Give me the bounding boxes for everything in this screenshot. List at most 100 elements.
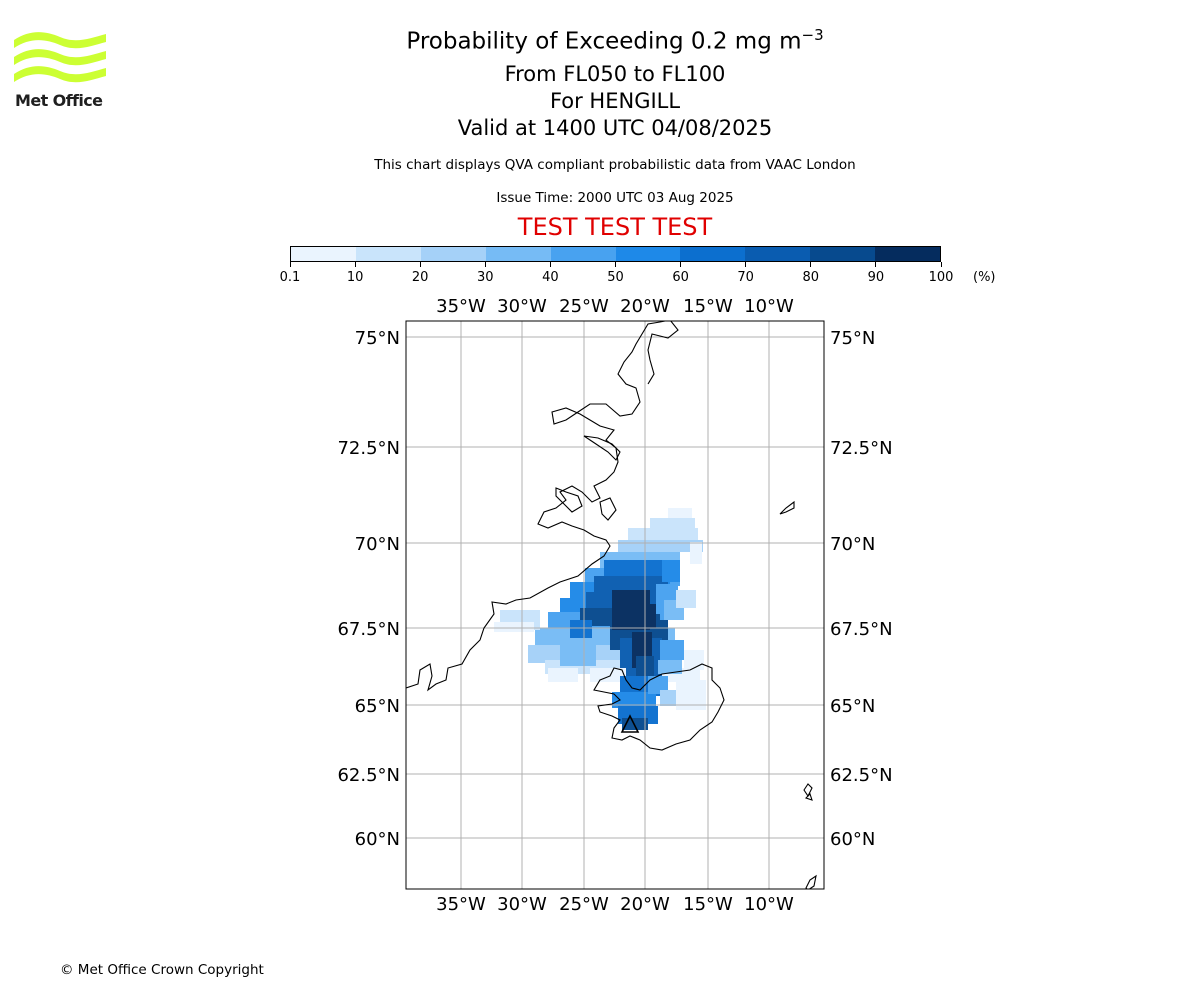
longitude-label-bottom: 15°W — [683, 894, 733, 915]
probability-cell — [604, 560, 672, 580]
volcano-name: For HENGILL — [549, 89, 681, 113]
probability-cell — [570, 620, 592, 638]
probability-cell — [494, 622, 534, 632]
test-banner: TEST TEST TEST — [517, 213, 713, 241]
colorbar-tick — [810, 262, 812, 267]
probability-cell — [684, 650, 704, 670]
longitude-label-bottom: 20°W — [620, 894, 670, 915]
coastline — [779, 500, 795, 515]
latitude-label-right: 72.5°N — [830, 438, 893, 459]
colorbar-tick-label: 80 — [802, 270, 820, 285]
probability-cell — [662, 560, 680, 582]
coastline — [555, 487, 583, 513]
colorbar-segment-8 — [810, 247, 876, 261]
longitude-label-bottom: 35°W — [436, 894, 486, 915]
chart-title: Probability of Exceeding 0.2 mg m−3 — [406, 26, 824, 55]
colorbar-segment-5 — [615, 247, 681, 261]
probability-cell — [668, 508, 692, 518]
volcano-triangle-icon — [620, 714, 640, 733]
colorbar-tick — [615, 262, 616, 267]
probability-cell — [658, 660, 682, 674]
probability-cell — [612, 692, 656, 708]
probability-cell — [660, 640, 684, 660]
latitude-label-left: 67.5°N — [337, 619, 400, 640]
copyright-notice: © Met Office Crown Copyright — [60, 962, 264, 978]
map-plot-area — [406, 321, 824, 889]
longitude-label-top: 20°W — [620, 296, 670, 317]
colorbar-unit: (%) — [973, 270, 996, 285]
longitude-label-bottom: 25°W — [559, 894, 609, 915]
colorbar-tick-label: 10 — [346, 270, 364, 285]
met-office-waves-icon — [14, 32, 106, 83]
latitude-label-left: 62.5°N — [337, 765, 400, 786]
probability-cell — [628, 528, 698, 540]
latitude-label-right: 70°N — [830, 534, 875, 555]
coastline — [593, 663, 725, 751]
longitude-label-bottom: 10°W — [744, 894, 794, 915]
flight-level-range: From FL050 to FL100 — [504, 62, 726, 86]
latitude-label-right: 65°N — [830, 696, 875, 717]
colorbar-segment-9 — [875, 247, 941, 261]
map-frame — [405, 320, 825, 890]
colorbar-segment-2 — [420, 247, 486, 261]
colorbar-segment-0 — [291, 247, 356, 261]
colorbar-tick-label: 90 — [867, 270, 885, 285]
colorbar-segment-4 — [550, 247, 616, 261]
longitude-label-top: 35°W — [436, 296, 486, 317]
colorbar-tick-label: 40 — [542, 270, 559, 285]
colorbar-tick — [680, 262, 682, 267]
colorbar-tick-label: 30 — [477, 270, 494, 285]
probability-cell — [676, 590, 696, 608]
colorbar-segment-7 — [745, 247, 811, 261]
colorbar-segment-3 — [485, 247, 551, 261]
coastline — [583, 435, 621, 461]
coastline — [803, 783, 813, 801]
colorbar-tick — [940, 262, 942, 267]
latitude-label-right: 67.5°N — [830, 619, 893, 640]
probability-colorbar — [290, 246, 941, 262]
longitude-label-bottom: 30°W — [497, 894, 547, 915]
colorbar-segment-1 — [355, 247, 421, 261]
probability-cell — [560, 640, 596, 666]
chart-description: This chart displays QVA compliant probab… — [374, 157, 856, 173]
colorbar-tick — [875, 262, 877, 267]
colorbar-tick — [354, 262, 356, 267]
colorbar-tick — [745, 262, 747, 267]
latitude-label-right: 60°N — [830, 829, 875, 850]
longitude-label-top: 15°W — [683, 296, 733, 317]
longitude-label-top: 30°W — [497, 296, 547, 317]
latitude-label-right: 62.5°N — [830, 765, 893, 786]
coastline — [406, 321, 679, 692]
latitude-label-left: 75°N — [355, 328, 400, 349]
colorbar-tick-label: 60 — [672, 270, 689, 285]
colorbar-tick-label: 20 — [411, 270, 429, 285]
coastline — [599, 497, 617, 521]
colorbar-tick — [549, 262, 551, 267]
latitude-label-left: 70°N — [355, 534, 400, 555]
latitude-label-left: 65°N — [355, 696, 400, 717]
colorbar-tick-label: 0.1 — [279, 270, 301, 285]
colorbar-tick-label: 50 — [607, 270, 624, 285]
probability-field — [494, 508, 706, 730]
colorbar-tick — [419, 262, 421, 267]
longitude-label-top: 10°W — [744, 296, 794, 317]
probability-cell — [690, 542, 702, 564]
latitude-label-right: 75°N — [830, 328, 875, 349]
probability-cell — [648, 676, 668, 694]
colorbar-tick-label: 70 — [737, 270, 754, 285]
valid-time: Valid at 1400 UTC 04/08/2025 — [457, 116, 773, 140]
probability-cell — [548, 668, 578, 682]
probability-cell — [628, 604, 656, 628]
colorbar-tick-label: 100 — [928, 270, 954, 285]
probability-cell — [622, 718, 648, 730]
met-office-logo: Met Office — [14, 30, 106, 112]
met-office-wordmark: Met Office — [15, 91, 103, 110]
colorbar-tick — [484, 262, 486, 267]
colorbar-segment-6 — [680, 247, 746, 261]
coastline — [805, 874, 817, 889]
colorbar-tick — [289, 262, 291, 267]
latitude-label-left: 60°N — [355, 829, 400, 850]
latitude-label-left: 72.5°N — [337, 438, 400, 459]
probability-cell — [650, 518, 695, 528]
